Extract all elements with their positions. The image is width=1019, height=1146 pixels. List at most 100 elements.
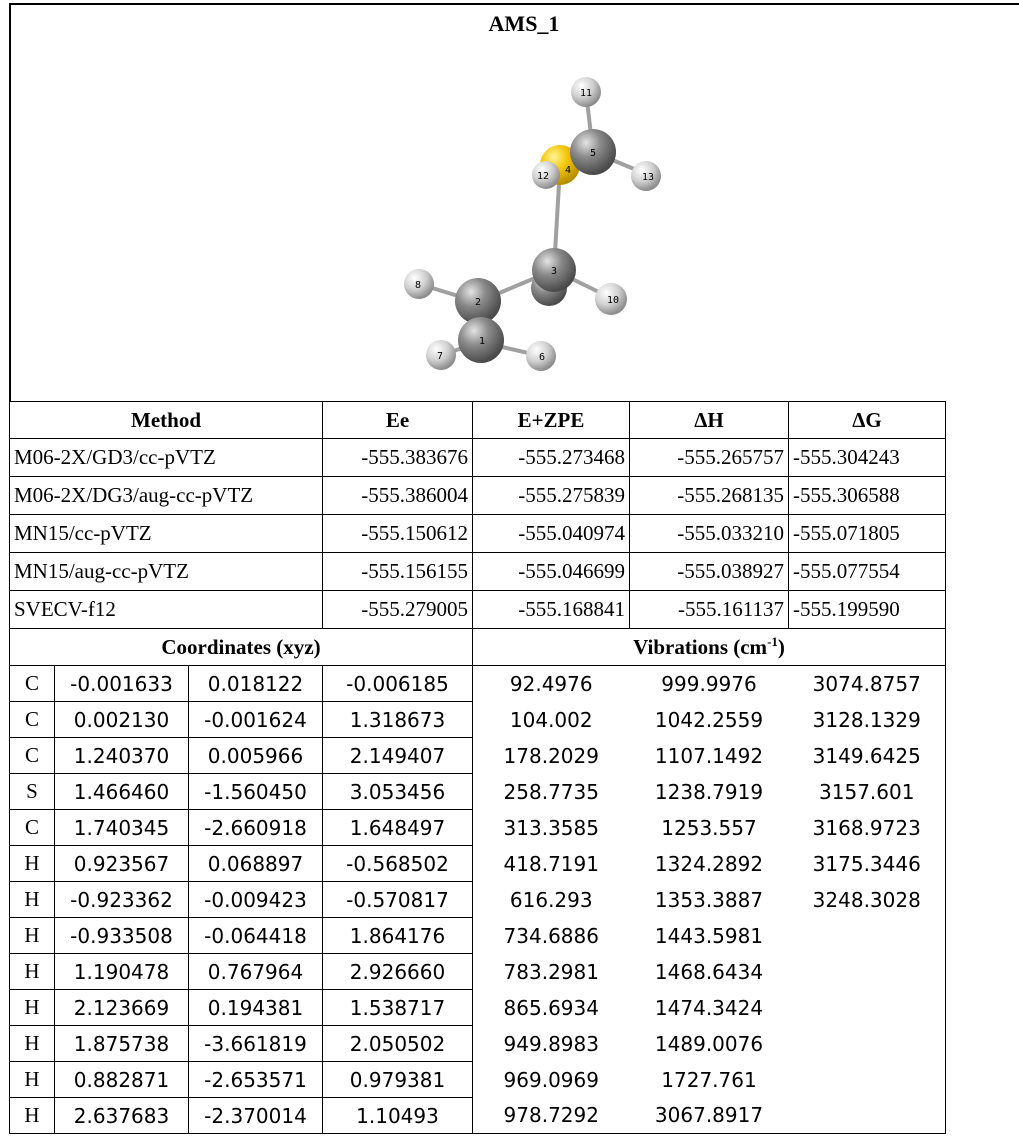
coordinate-row: H -0.933508 -0.064418 1.864176 734.6886 1443.… — [9, 917, 946, 954]
atom-8 — [404, 269, 434, 299]
vibration-frequency: 178.2029 — [472, 737, 630, 774]
y-coordinate: 0.767964 — [188, 953, 323, 990]
atom-label: 7 — [437, 351, 443, 362]
atom-label: 11 — [580, 88, 592, 99]
y-coordinate: -0.001624 — [188, 701, 323, 738]
coordinate-row: H 0.923567 0.068897 -0.568502 418.7191 1324.2… — [9, 845, 946, 882]
x-coordinate: -0.923362 — [54, 881, 189, 918]
coordinate-row: H 1.875738 -3.661819 2.050502 949.8983 1489.0… — [9, 1025, 946, 1062]
vibration-frequency: 978.7292 — [472, 1097, 630, 1134]
vibration-frequency: 999.9976 — [661, 671, 757, 696]
y-coordinate: 0.194381 — [188, 989, 323, 1026]
z-coordinate: -0.568502 — [322, 845, 473, 882]
method-name: SVECV-f12 — [9, 590, 323, 629]
method-header: Method — [9, 401, 323, 439]
atom-2 — [455, 278, 501, 324]
method-row: MN15/cc-pVTZ -555.150612 -555.040974 -55… — [9, 514, 946, 553]
method-row: M06-2X/DG3/aug-cc-pVTZ -555.386004 -555.… — [9, 476, 946, 515]
vibration-frequency: 3128.1329 — [788, 701, 946, 738]
vibration-frequency: 1489.0076 — [654, 1031, 764, 1056]
y-coordinate: -0.009423 — [188, 881, 323, 918]
vibration-frequency: 3168.9723 — [788, 809, 946, 846]
z-coordinate: -0.006185 — [322, 665, 473, 702]
x-coordinate: -0.933508 — [54, 917, 189, 954]
method-row: SVECV-f12 -555.279005 -555.168841 -555.1… — [9, 590, 946, 629]
method-row: M06-2X/GD3/cc-pVTZ -555.383676 -555.2734… — [9, 438, 946, 477]
vibration-frequency: 1474.3424 — [654, 995, 764, 1020]
ezpe-value: -555.275839 — [472, 476, 630, 515]
coordinate-row: H 2.637683 -2.370014 1.10493 978.7292 3067.89… — [9, 1097, 946, 1134]
x-coordinate: 1.740345 — [54, 809, 189, 846]
dh-value: -555.161137 — [629, 590, 789, 629]
z-coordinate: 2.926660 — [322, 953, 473, 990]
vibration-frequency: 3157.601 — [788, 773, 946, 810]
results-table: Method Ee E+ZPE ΔH ΔG M06-2X/GD3/cc-pVTZ… — [9, 401, 946, 1134]
vibration-frequency — [788, 989, 946, 1026]
ee-value: -555.279005 — [322, 590, 473, 629]
dh-value: -555.038927 — [629, 552, 789, 591]
atom-label: 6 — [539, 352, 545, 363]
coordinate-row: C 1.240370 0.005966 2.149407 178.2029 1107.14… — [9, 737, 946, 774]
atom-10 — [595, 283, 627, 315]
molecule-svg: 11 5 4 13 12 3 10 8 2 7 6 1 — [404, 77, 661, 371]
y-coordinate: 0.018122 — [188, 665, 323, 702]
vibration-frequency — [788, 1061, 946, 1098]
vibration-frequency — [788, 917, 946, 954]
vibration-frequency: 616.293 — [472, 881, 630, 918]
atom-1 — [458, 317, 504, 363]
ezpe-value: -555.273468 — [472, 438, 630, 477]
x-coordinate: 1.875738 — [54, 1025, 189, 1062]
method-name: M06-2X/GD3/cc-pVTZ — [9, 438, 323, 477]
atom-label: 5 — [590, 148, 596, 159]
dh-value: -555.265757 — [629, 438, 789, 477]
molecule-structure-image: 11 5 4 13 12 3 10 8 2 7 6 1 — [9, 42, 1019, 402]
x-coordinate: 0.002130 — [54, 701, 189, 738]
vibration-frequency: 1727.761 — [661, 1067, 757, 1092]
ee-value: -555.386004 — [322, 476, 473, 515]
method-name: M06-2X/DG3/aug-cc-pVTZ — [9, 476, 323, 515]
energy-header-row: Method Ee E+ZPE ΔH ΔG — [9, 401, 946, 439]
ezpe-header: E+ZPE — [472, 401, 630, 439]
x-coordinate: 1.240370 — [54, 737, 189, 774]
coordinate-row: S 1.466460 -1.560450 3.053456 258.7735 1238.7… — [9, 773, 946, 810]
vibration-frequency: 3067.8917 — [629, 1097, 789, 1134]
dg-value: -555.199590 — [788, 590, 946, 629]
atom-label: 8 — [415, 280, 421, 291]
dg-value: -555.304243 — [788, 438, 946, 477]
ee-header: Ee — [322, 401, 473, 439]
vibration-frequency: 313.3585 — [472, 809, 630, 846]
dg-value: -555.306588 — [788, 476, 946, 515]
z-coordinate: 1.318673 — [322, 701, 473, 738]
atom-label: 3 — [551, 266, 557, 277]
vibration-frequency: 865.6934 — [472, 989, 630, 1026]
atom-13 — [631, 161, 661, 191]
z-coordinate: -0.570817 — [322, 881, 473, 918]
ee-value: -555.156155 — [322, 552, 473, 591]
y-coordinate: -3.661819 — [188, 1025, 323, 1062]
vibration-frequency: 3074.8757 — [788, 665, 946, 702]
vibration-frequency — [788, 1025, 946, 1062]
method-row: MN15/aug-cc-pVTZ -555.156155 -555.046699… — [9, 552, 946, 591]
atoms — [404, 77, 661, 371]
y-coordinate: 0.068897 — [188, 845, 323, 882]
y-coordinate: 0.005966 — [188, 737, 323, 774]
y-coordinate: -2.660918 — [188, 809, 323, 846]
atom-6 — [526, 341, 556, 371]
vibration-frequency — [788, 953, 946, 990]
atom-11 — [571, 77, 601, 107]
coordinates-header: Coordinates (xyz) — [9, 628, 473, 666]
atom-3 — [532, 248, 576, 292]
coordinate-row: H 0.882871 -2.653571 0.979381 969.0969 1727.7… — [9, 1061, 946, 1098]
vibration-frequency: 949.8983 — [472, 1025, 630, 1062]
vibration-frequency: 1468.6434 — [654, 959, 764, 984]
vibration-frequency: 1353.3887 — [654, 887, 764, 912]
atom-label: 12 — [537, 171, 549, 182]
coordinate-row: C 0.002130 -0.001624 1.318673 104.002 1042.25… — [9, 701, 946, 738]
vibrations-header-text: Vibrations (cm — [633, 635, 768, 659]
dg-value: -555.071805 — [788, 514, 946, 553]
ee-value: -555.150612 — [322, 514, 473, 553]
atom-element: S — [9, 773, 55, 810]
atom-label: 10 — [607, 295, 619, 306]
coordinate-row: C -0.001633 0.018122 -0.006185 92.4976 999.99… — [9, 665, 946, 702]
coordinates-body: C -0.001633 0.018122 -0.006185 92.4976 999.99… — [9, 665, 946, 1134]
